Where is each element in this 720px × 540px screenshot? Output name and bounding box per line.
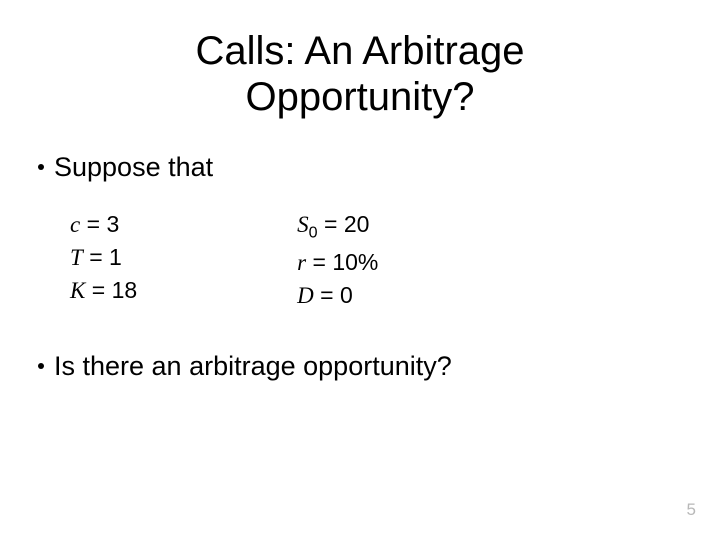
param-col-left: c = 3 T = 1 K = 18: [70, 211, 137, 309]
param-r: r = 10%: [297, 249, 378, 276]
bullet-dot-icon: [38, 164, 44, 170]
param-val: 10%: [332, 249, 378, 275]
slide: Calls: An Arbitrage Opportunity? Suppose…: [0, 0, 720, 540]
param-eq: =: [320, 282, 340, 308]
bullet-list-2: Is there an arbitrage opportunity?: [0, 309, 720, 382]
param-val: 18: [112, 277, 138, 303]
param-val: 0: [340, 282, 353, 308]
page-number: 5: [687, 500, 696, 520]
bullet-text-question: Is there an arbitrage opportunity?: [54, 351, 452, 382]
param-eq: =: [92, 277, 112, 303]
param-val: 20: [344, 211, 370, 237]
param-var: r: [297, 250, 306, 275]
bullet-text-suppose: Suppose that: [54, 152, 213, 183]
param-eq: =: [87, 211, 107, 237]
param-c: c = 3: [70, 211, 137, 238]
bullet-dot-icon: [38, 363, 44, 369]
param-var: D: [297, 283, 314, 308]
title-line-1: Calls: An Arbitrage: [195, 29, 524, 73]
param-var: K: [70, 278, 85, 303]
param-eq: =: [313, 249, 333, 275]
param-eq: =: [89, 244, 109, 270]
param-K: K = 18: [70, 277, 137, 304]
param-val: 1: [109, 244, 122, 270]
bullet-item: Is there an arbitrage opportunity?: [38, 351, 720, 382]
param-eq: =: [324, 211, 344, 237]
parameter-columns: c = 3 T = 1 K = 18 S0 = 20 r: [0, 183, 720, 309]
param-D: D = 0: [297, 282, 378, 309]
param-val: 3: [106, 211, 119, 237]
param-var: T: [70, 245, 83, 270]
bullet-item: Suppose that: [38, 152, 720, 183]
param-var: S: [297, 212, 309, 237]
param-S0: S0 = 20: [297, 211, 378, 243]
param-sub: 0: [309, 224, 318, 242]
param-T: T = 1: [70, 244, 137, 271]
bullet-list: Suppose that: [0, 120, 720, 183]
title-line-2: Opportunity?: [245, 75, 474, 119]
param-col-right: S0 = 20 r = 10% D = 0: [297, 211, 378, 309]
param-var: c: [70, 212, 80, 237]
slide-title: Calls: An Arbitrage Opportunity?: [0, 0, 720, 120]
